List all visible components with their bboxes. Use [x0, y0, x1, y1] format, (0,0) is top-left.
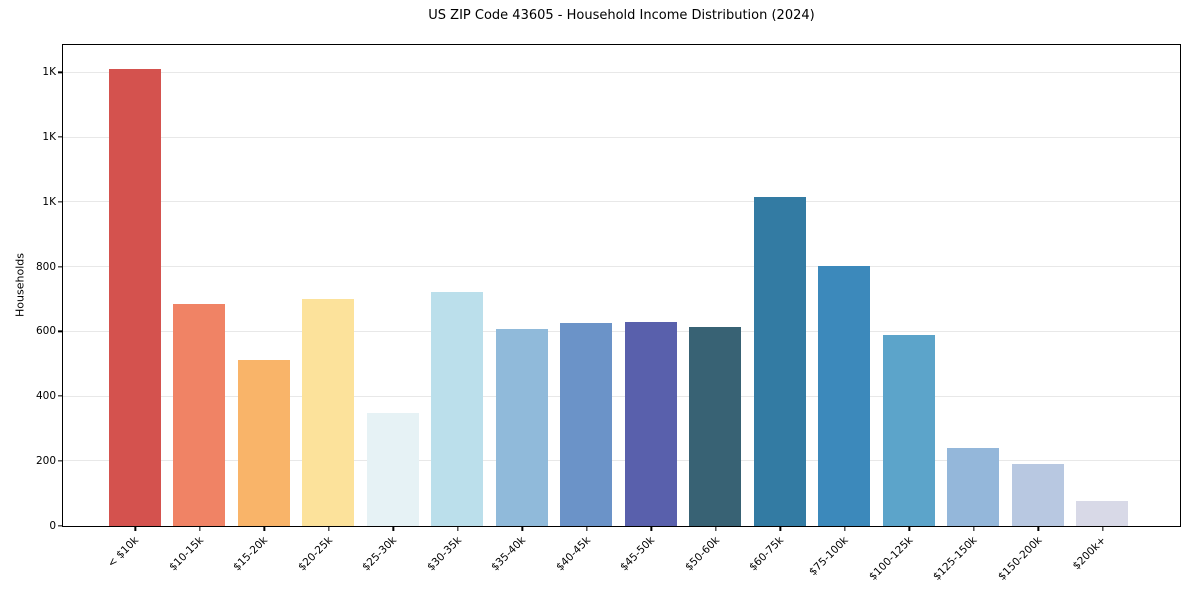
- bar: [753, 197, 806, 526]
- x-tick-mark: [199, 527, 201, 531]
- y-tick-mark: [58, 71, 62, 74]
- x-tick-label: $45-50k: [618, 534, 658, 574]
- bar: [882, 334, 935, 526]
- x-tick-label: $75-100k: [806, 534, 851, 579]
- y-tick-label: 200: [35, 454, 56, 467]
- bar: [560, 323, 613, 526]
- x-tick-mark: [650, 527, 652, 531]
- x-tick-mark: [392, 527, 394, 531]
- bar: [1076, 501, 1129, 526]
- y-tick-mark: [58, 265, 62, 268]
- x-tick-label: $60-75k: [747, 534, 787, 574]
- bar: [366, 412, 419, 526]
- gridline: [63, 201, 1180, 203]
- bar: [818, 265, 871, 526]
- gridline: [63, 266, 1180, 268]
- x-tick-mark: [457, 527, 459, 531]
- x-tick-mark: [715, 527, 717, 531]
- y-tick-mark: [58, 201, 62, 203]
- x-tick-mark: [586, 527, 588, 531]
- y-tick-mark: [58, 524, 62, 527]
- bar: [947, 447, 1000, 526]
- bar: [173, 303, 226, 526]
- x-tick-mark: [134, 527, 136, 531]
- y-tick-label: 800: [35, 260, 56, 273]
- x-tick-label: $100-125k: [866, 534, 916, 583]
- y-tick-label: 1K: [42, 66, 56, 79]
- y-tick-mark: [58, 460, 62, 462]
- gridline: [63, 330, 1180, 332]
- bar: [431, 291, 484, 526]
- gridline: [63, 395, 1180, 397]
- x-tick-label: $20-25k: [295, 534, 335, 574]
- x-tick-mark: [973, 527, 975, 531]
- x-tick-label: $50-60k: [682, 534, 722, 574]
- x-tick-label: $200k+: [1070, 534, 1109, 573]
- x-tick-mark: [908, 527, 910, 531]
- y-tick-mark: [58, 330, 62, 332]
- bar: [237, 359, 290, 526]
- bar: [689, 327, 742, 526]
- y-tick-label: 600: [35, 325, 56, 338]
- plot-area: [62, 44, 1181, 527]
- x-tick-label: $15-20k: [231, 534, 271, 574]
- x-tick-label: < $10k: [105, 534, 142, 570]
- x-tick-mark: [1037, 527, 1039, 531]
- x-tick-mark: [1102, 527, 1104, 531]
- bar: [495, 328, 548, 526]
- x-tick-label: $10-15k: [166, 534, 206, 574]
- x-tick-label: $150-200k: [995, 534, 1045, 583]
- y-tick-label: 1K: [42, 195, 56, 208]
- bar: [624, 322, 677, 526]
- x-tick-mark: [263, 527, 265, 531]
- x-tick-label: $25-30k: [360, 534, 400, 574]
- bar: [108, 68, 161, 526]
- bar: [302, 299, 355, 526]
- y-tick-mark: [58, 136, 62, 138]
- y-tick-label: 400: [35, 389, 56, 402]
- gridline: [63, 460, 1180, 462]
- y-tick-mark: [58, 395, 62, 397]
- x-tick-mark: [844, 527, 846, 531]
- y-tick-label: 1K: [42, 130, 56, 143]
- bar: [1011, 463, 1064, 526]
- x-tick-label: $40-45k: [553, 534, 593, 574]
- x-tick-mark: [779, 527, 781, 531]
- x-tick-label: $30-35k: [424, 534, 464, 574]
- gridline: [63, 71, 1180, 73]
- x-tick-mark: [328, 527, 330, 531]
- gridline: [63, 136, 1180, 138]
- y-tick-label: 0: [49, 519, 56, 532]
- x-tick-mark: [521, 527, 523, 531]
- x-tick-label: $125-150k: [931, 534, 980, 583]
- chart-title: US ZIP Code 43605 - Household Income Dis…: [428, 8, 815, 23]
- x-tick-label: $35-40k: [489, 534, 529, 574]
